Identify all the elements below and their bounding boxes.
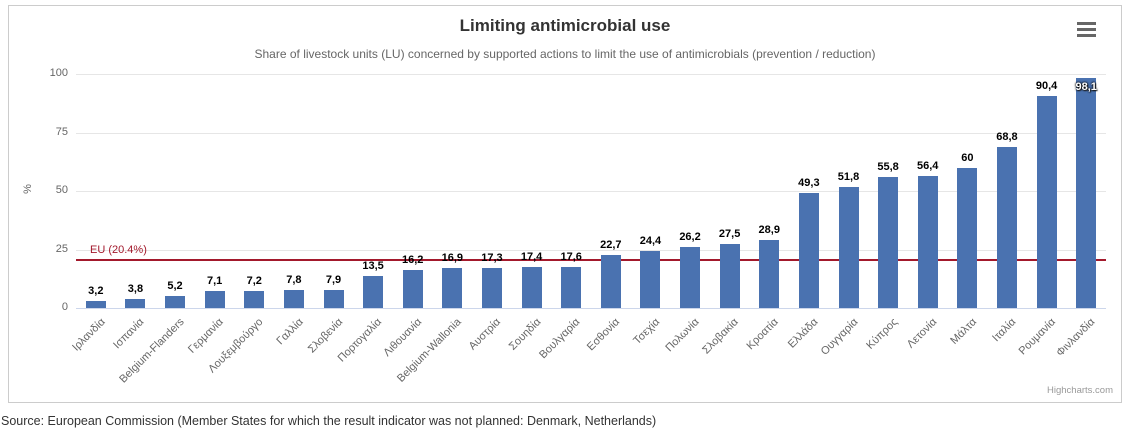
y-axis-tick-label: 0 xyxy=(61,301,68,313)
bar[interactable] xyxy=(957,167,978,308)
bar-value-label: 28,9 xyxy=(758,224,780,237)
bar[interactable] xyxy=(521,267,542,308)
bar[interactable] xyxy=(878,177,899,308)
y-gridline xyxy=(76,74,1106,75)
bar[interactable] xyxy=(204,291,225,308)
x-axis-category-label: Γερμανία xyxy=(186,316,227,356)
chart-subtitle: Share of livestock units (LU) concerned … xyxy=(254,47,876,61)
x-axis-category-label: Σουηδία xyxy=(506,316,544,353)
bar-value-label: 24,4 xyxy=(639,234,662,247)
bar[interactable] xyxy=(561,266,582,308)
bar-value-label: 60 xyxy=(961,151,974,164)
x-axis-category-label: Σλοβακία xyxy=(700,316,742,357)
x-axis-category-label: Ιρλανδία xyxy=(69,316,108,354)
x-axis-category-label: Ρουμανία xyxy=(1016,316,1059,358)
bar[interactable] xyxy=(1036,96,1057,308)
bar-value-label: 7,9 xyxy=(325,273,342,286)
bar-value-label: 98,1 xyxy=(1075,81,1097,94)
bar[interactable] xyxy=(283,289,304,308)
x-axis-category-label: Τσεχία xyxy=(630,316,662,347)
y-gridline xyxy=(76,132,1106,134)
bar[interactable] xyxy=(442,268,463,308)
highcharts-credit[interactable]: Highcharts.com xyxy=(1047,385,1113,396)
y-axis-tick-label: 100 xyxy=(49,67,68,79)
bar-value-label: 16,9 xyxy=(441,252,464,265)
eu-average-plotline xyxy=(76,259,1106,262)
bar-value-label: 17,6 xyxy=(560,250,582,263)
y-axis-tick-label: 75 xyxy=(55,125,68,138)
bar-value-label: 26,2 xyxy=(679,230,701,243)
bar-value-label: 68,8 xyxy=(996,131,1018,143)
bar[interactable] xyxy=(1076,78,1097,308)
plot-area: 0 25 50 75 100% EU (20.4%) 3,2 Ιρλανδία 3,8 Ισπαν… xyxy=(9,6,1121,402)
bar-value-label: 7,2 xyxy=(246,275,262,288)
bar[interactable] xyxy=(680,246,701,308)
bar-value-label: 51,8 xyxy=(837,170,860,183)
bar-value-label: 5,2 xyxy=(167,279,183,292)
bar-value-label: 27,5 xyxy=(718,227,741,240)
bar[interactable] xyxy=(481,267,502,308)
x-axis-category-label: Αυστρία xyxy=(466,316,504,353)
source-note: Source: European Commission (Member Stat… xyxy=(1,414,657,428)
hamburger-icon xyxy=(1076,21,1096,25)
chart-title: Limiting antimicrobial use xyxy=(459,16,671,35)
bar[interactable] xyxy=(640,250,661,308)
chart-container: Limiting antimicrobial use Share of live… xyxy=(8,5,1122,403)
bar[interactable] xyxy=(838,186,859,308)
y-axis-tick-label: 25 xyxy=(55,242,68,255)
bar[interactable] xyxy=(600,254,621,308)
x-axis-category-label: Γαλλία xyxy=(274,316,306,348)
bar-value-label: 16,2 xyxy=(402,254,424,267)
x-axis-category-label: Ελλάδα xyxy=(785,316,821,351)
x-axis-category-label: Μάλτα xyxy=(948,316,979,347)
x-axis-category-label: Λετονία xyxy=(904,316,940,351)
bar-value-label: 17,3 xyxy=(481,251,503,264)
bar[interactable] xyxy=(917,176,938,308)
y-gridline xyxy=(76,191,1106,192)
bar-value-label: 3,8 xyxy=(127,283,144,296)
x-axis-line xyxy=(76,308,1106,309)
bar[interactable] xyxy=(323,289,344,308)
bar-value-label: 55,8 xyxy=(877,161,899,174)
y-axis-title: % xyxy=(21,184,34,194)
x-axis-category-label: Κύπρος xyxy=(863,316,900,352)
x-axis-category-label: Ουγγαρία xyxy=(818,316,860,358)
x-axis-category-label: Κροατία xyxy=(744,316,781,353)
bar[interactable] xyxy=(85,300,106,308)
x-axis-category-label: Πολωνία xyxy=(663,316,702,355)
bar[interactable] xyxy=(996,147,1017,308)
x-axis-category-label: Βουλγαρία xyxy=(537,316,583,362)
bar[interactable] xyxy=(402,270,423,308)
x-axis-category-label: Ιταλία xyxy=(990,316,1019,345)
eu-average-label: EU (20.4%) xyxy=(90,244,147,257)
bar-value-label: 13,5 xyxy=(362,260,384,273)
bar-value-label: 7,8 xyxy=(286,273,302,286)
export-menu-button[interactable] xyxy=(1073,18,1099,40)
bar[interactable] xyxy=(363,276,384,308)
bar-value-label: 56,4 xyxy=(917,160,939,173)
x-axis-category-label: Εσθονία xyxy=(585,316,623,354)
x-axis-category-label: Σλοβενία xyxy=(305,316,345,356)
hamburger-icon xyxy=(1076,27,1096,31)
bar-value-label: 7,1 xyxy=(206,275,223,288)
bar[interactable] xyxy=(759,240,780,308)
bar-value-label: 22,7 xyxy=(600,238,622,251)
bar[interactable] xyxy=(798,192,819,308)
x-axis-category-label: Φινλανδία xyxy=(1054,316,1098,360)
bar-value-label: 3,2 xyxy=(88,284,104,297)
hamburger-icon xyxy=(1076,33,1096,37)
bar[interactable] xyxy=(719,243,740,308)
y-gridline xyxy=(76,249,1106,251)
y-axis-tick-label: 50 xyxy=(55,184,68,196)
x-axis-category-label: Ισπανία xyxy=(111,316,147,352)
bar[interactable] xyxy=(125,299,146,308)
bar[interactable] xyxy=(244,291,265,308)
bar-value-label: 90,4 xyxy=(1035,80,1058,93)
bar-value-label: 49,3 xyxy=(798,176,820,189)
bar-value-label: 17,4 xyxy=(520,251,543,264)
bar[interactable] xyxy=(165,295,186,308)
